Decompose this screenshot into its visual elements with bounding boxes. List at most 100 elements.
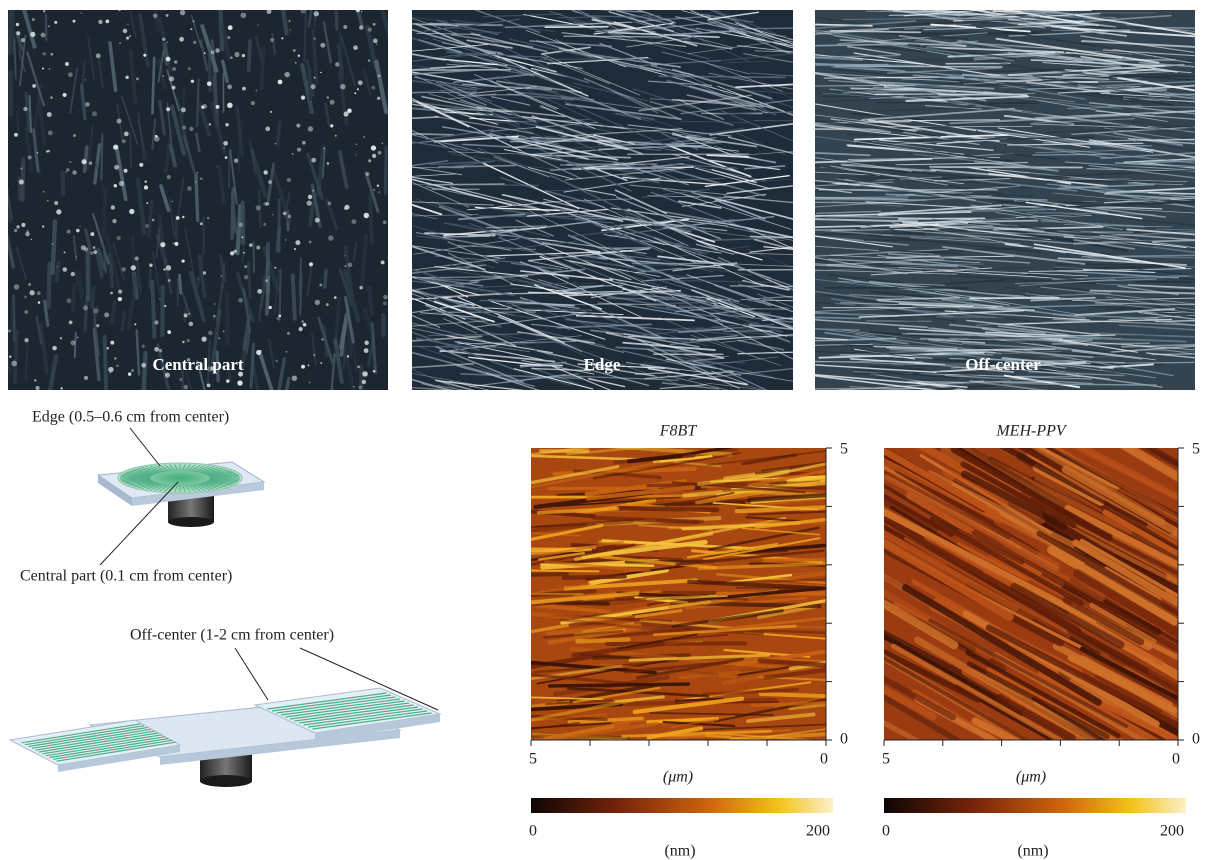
texture	[607, 643, 745, 644]
texture	[353, 45, 358, 50]
texture	[227, 103, 233, 109]
texture	[159, 349, 162, 352]
texture	[167, 42, 168, 43]
texture	[362, 380, 366, 384]
texture	[234, 158, 238, 162]
texture	[191, 80, 194, 83]
texture	[428, 184, 503, 185]
texture	[53, 221, 55, 273]
texture	[248, 264, 250, 298]
texture	[383, 220, 387, 224]
texture	[277, 317, 280, 320]
texture	[366, 172, 370, 176]
texture	[133, 236, 134, 278]
texture	[28, 156, 32, 160]
texture	[96, 324, 99, 327]
texture	[150, 270, 151, 288]
texture	[275, 360, 277, 362]
texture	[139, 163, 143, 167]
texture	[60, 337, 62, 339]
texture	[181, 259, 184, 262]
texture	[244, 275, 248, 279]
texture	[308, 126, 313, 131]
texture	[209, 123, 211, 125]
texture	[362, 371, 367, 376]
texture	[124, 132, 129, 137]
texture	[227, 84, 232, 89]
texture	[361, 11, 362, 12]
texture	[311, 84, 316, 89]
texture	[225, 156, 228, 159]
afm-title: F8BT	[659, 423, 698, 440]
texture	[27, 230, 29, 232]
texture	[154, 320, 158, 324]
texture	[307, 200, 312, 205]
texture	[227, 36, 230, 39]
texture	[101, 134, 102, 179]
texture	[293, 49, 296, 52]
texture	[56, 209, 61, 214]
texture	[141, 363, 146, 368]
texture	[23, 107, 27, 111]
texture	[93, 308, 98, 313]
texture	[218, 337, 220, 339]
texture	[66, 168, 69, 171]
texture	[14, 133, 18, 137]
texture	[275, 143, 276, 144]
texture	[293, 275, 295, 318]
texture	[285, 239, 287, 241]
texture	[383, 295, 387, 299]
texture	[9, 356, 11, 358]
texture	[153, 14, 158, 19]
texture	[82, 159, 87, 164]
texture	[122, 312, 124, 329]
texture	[363, 136, 365, 138]
texture	[85, 298, 87, 330]
texture	[335, 135, 337, 137]
texture	[48, 131, 53, 136]
texture	[242, 54, 245, 57]
texture	[182, 126, 186, 130]
texture	[249, 243, 253, 247]
texture	[112, 219, 116, 223]
texture	[313, 354, 315, 356]
texture	[93, 250, 97, 254]
texture	[289, 20, 291, 22]
texture	[577, 639, 628, 641]
texture	[373, 370, 376, 373]
texture	[135, 256, 139, 260]
texture	[192, 20, 194, 22]
texture	[368, 27, 372, 31]
texture	[894, 11, 960, 12]
texture	[90, 251, 94, 255]
texture	[129, 209, 134, 214]
texture	[79, 226, 80, 227]
texture	[162, 38, 165, 41]
texture	[239, 223, 243, 227]
texture	[195, 181, 196, 182]
texture	[1056, 264, 1169, 265]
texture	[131, 265, 136, 270]
texture	[328, 202, 332, 206]
texture	[225, 123, 229, 127]
texture	[330, 124, 333, 127]
texture	[190, 28, 192, 30]
texture	[47, 200, 48, 201]
texture	[207, 81, 212, 86]
texture	[237, 380, 242, 385]
texture	[193, 41, 196, 44]
texture	[118, 290, 122, 294]
texture	[48, 25, 50, 27]
texture	[1053, 343, 1150, 344]
texture	[370, 195, 371, 242]
texture	[16, 225, 19, 228]
texture	[189, 322, 194, 327]
texture	[358, 80, 363, 85]
texture	[364, 341, 369, 346]
texture	[356, 143, 358, 145]
texture	[71, 340, 76, 345]
texture	[376, 43, 377, 44]
texture	[257, 24, 259, 26]
texture	[263, 223, 266, 226]
texture	[83, 305, 88, 310]
